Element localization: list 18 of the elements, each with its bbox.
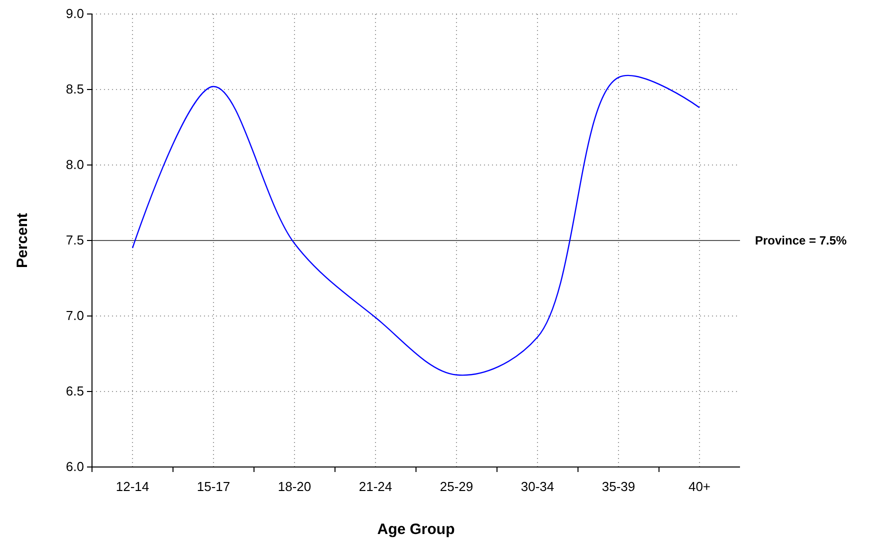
x-tick-label: 40+ — [688, 479, 711, 494]
y-tick-label: 7.0 — [66, 308, 84, 323]
x-axis-title: Age Group — [377, 521, 455, 538]
x-tick-label: 35-39 — [602, 479, 636, 494]
x-tick-label: 21-24 — [358, 479, 392, 494]
y-tick-label: 6.0 — [66, 459, 84, 474]
x-tick-label: 30-34 — [520, 479, 554, 494]
y-tick-label: 8.0 — [66, 157, 84, 172]
y-axis-title: Percent — [14, 212, 31, 268]
y-tick-label: 9.0 — [66, 6, 84, 21]
y-tick-label: 8.5 — [66, 82, 84, 96]
x-tick-label: 15-17 — [196, 479, 230, 494]
x-tick-label: 25-29 — [440, 479, 474, 494]
x-tick-label: 12-14 — [116, 479, 150, 494]
y-tick-label: 6.5 — [66, 384, 84, 398]
x-tick-label: 18-20 — [278, 479, 312, 494]
y-tick-label: 7.5 — [66, 232, 84, 248]
ref-line-label: Province = 7.5% — [755, 234, 848, 248]
